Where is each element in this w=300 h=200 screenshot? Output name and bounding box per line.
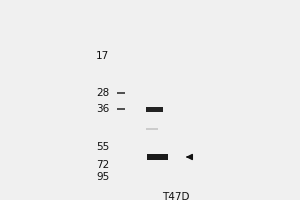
Text: 95: 95 [96,172,110,182]
Bar [146,106,163,112]
Text: 28: 28 [96,88,110,98]
Bar [146,128,158,130]
Text: 17: 17 [96,51,110,61]
Text: 72: 72 [96,160,110,170]
Text: T47D: T47D [162,192,189,200]
Text: 36: 36 [96,104,110,114]
Bar [147,154,168,160]
Text: 55: 55 [96,142,110,152]
